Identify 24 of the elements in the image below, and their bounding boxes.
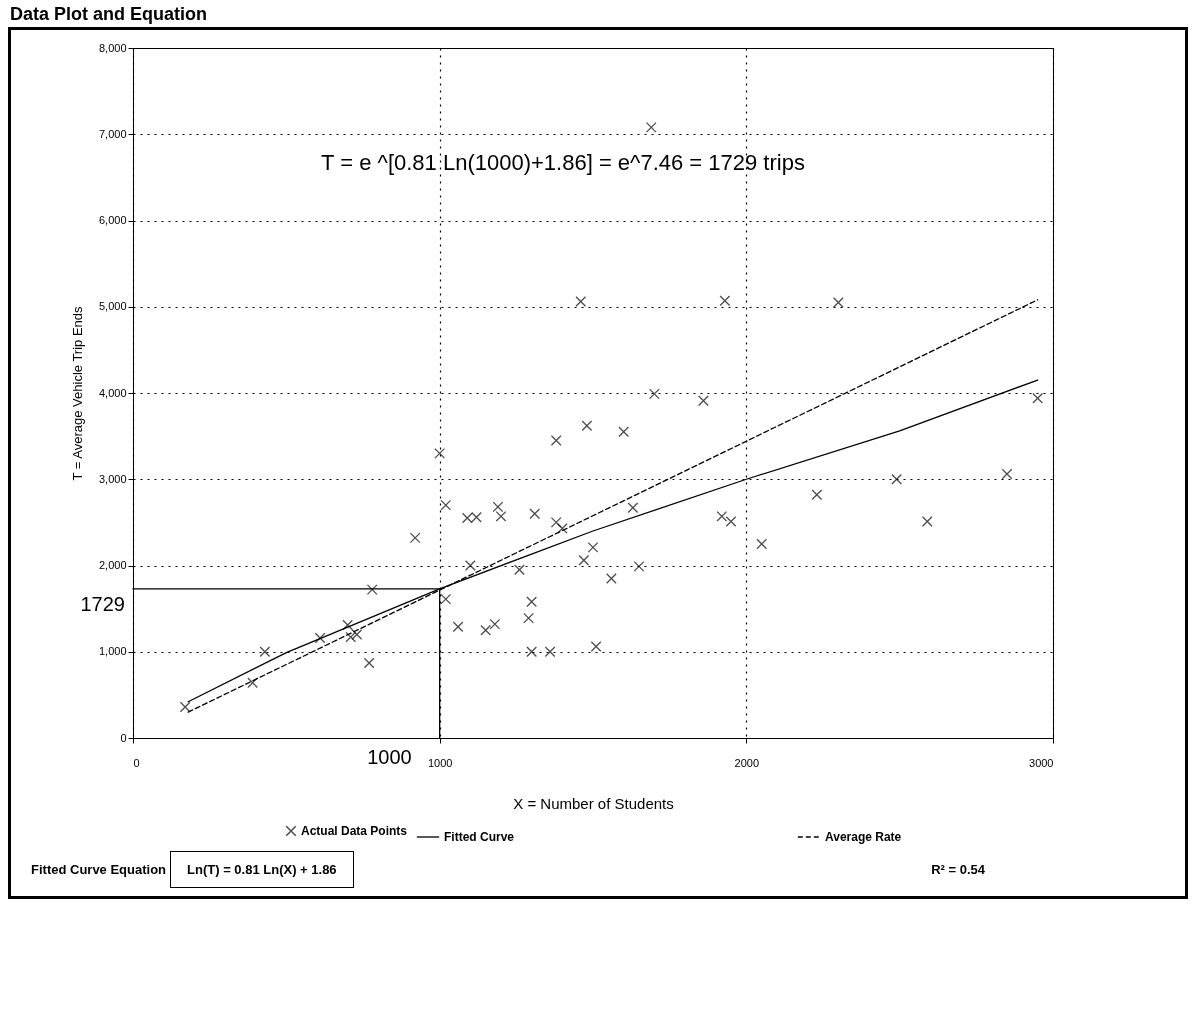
y-tick-label: 6,000 [98, 214, 127, 226]
x-axis-title: X = Number of Students [513, 794, 674, 812]
x-tick-label: 3000 [1029, 756, 1054, 769]
y-tick-label: 3,000 [98, 472, 127, 485]
y-tick-label: 7,000 [98, 127, 127, 140]
text: Ln(T) = 0.81 Ln(X) + 1.86 [170, 851, 354, 888]
annotation: T = e ^[0.81 Ln(1000)+1.86] = e^7.46 = 1729 trips [321, 150, 805, 175]
y-tick-label: 4,000 [98, 386, 127, 399]
text: R² = 0.54 [931, 862, 985, 877]
y-tick-label: 1,000 [98, 645, 127, 658]
legend-label: Actual Data Points [301, 824, 408, 838]
y-tick-label: 5,000 [98, 300, 127, 313]
text: Fitted Curve Equation [31, 862, 167, 877]
legend-label: Average Rate [825, 830, 902, 844]
chart-title: Data Plot and Equation [9, 3, 208, 26]
x-tick-label: 1000 [427, 756, 453, 769]
legend-label: Fitted Curve [444, 830, 515, 844]
x-tick-label: 2000 [734, 756, 760, 769]
y-tick-label: 8,000 [98, 41, 127, 54]
annotation: 1729 [80, 592, 125, 615]
y-tick-label: 0 [120, 731, 127, 744]
y-tick-label: 2,000 [98, 559, 127, 571]
x-tick-label: 0 [133, 756, 140, 769]
y-axis-title: T = Average Vehicle Trip Ends [69, 305, 85, 481]
